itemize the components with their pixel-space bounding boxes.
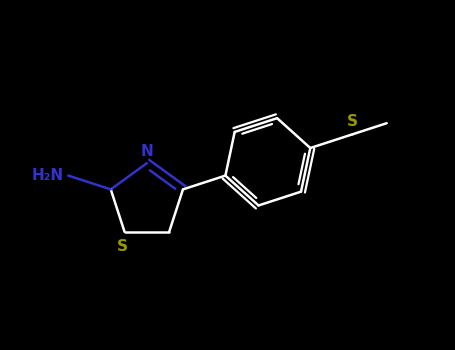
- Text: H₂N: H₂N: [32, 168, 64, 183]
- Text: S: S: [347, 114, 358, 129]
- Text: S: S: [117, 239, 128, 253]
- Text: N: N: [141, 144, 153, 159]
